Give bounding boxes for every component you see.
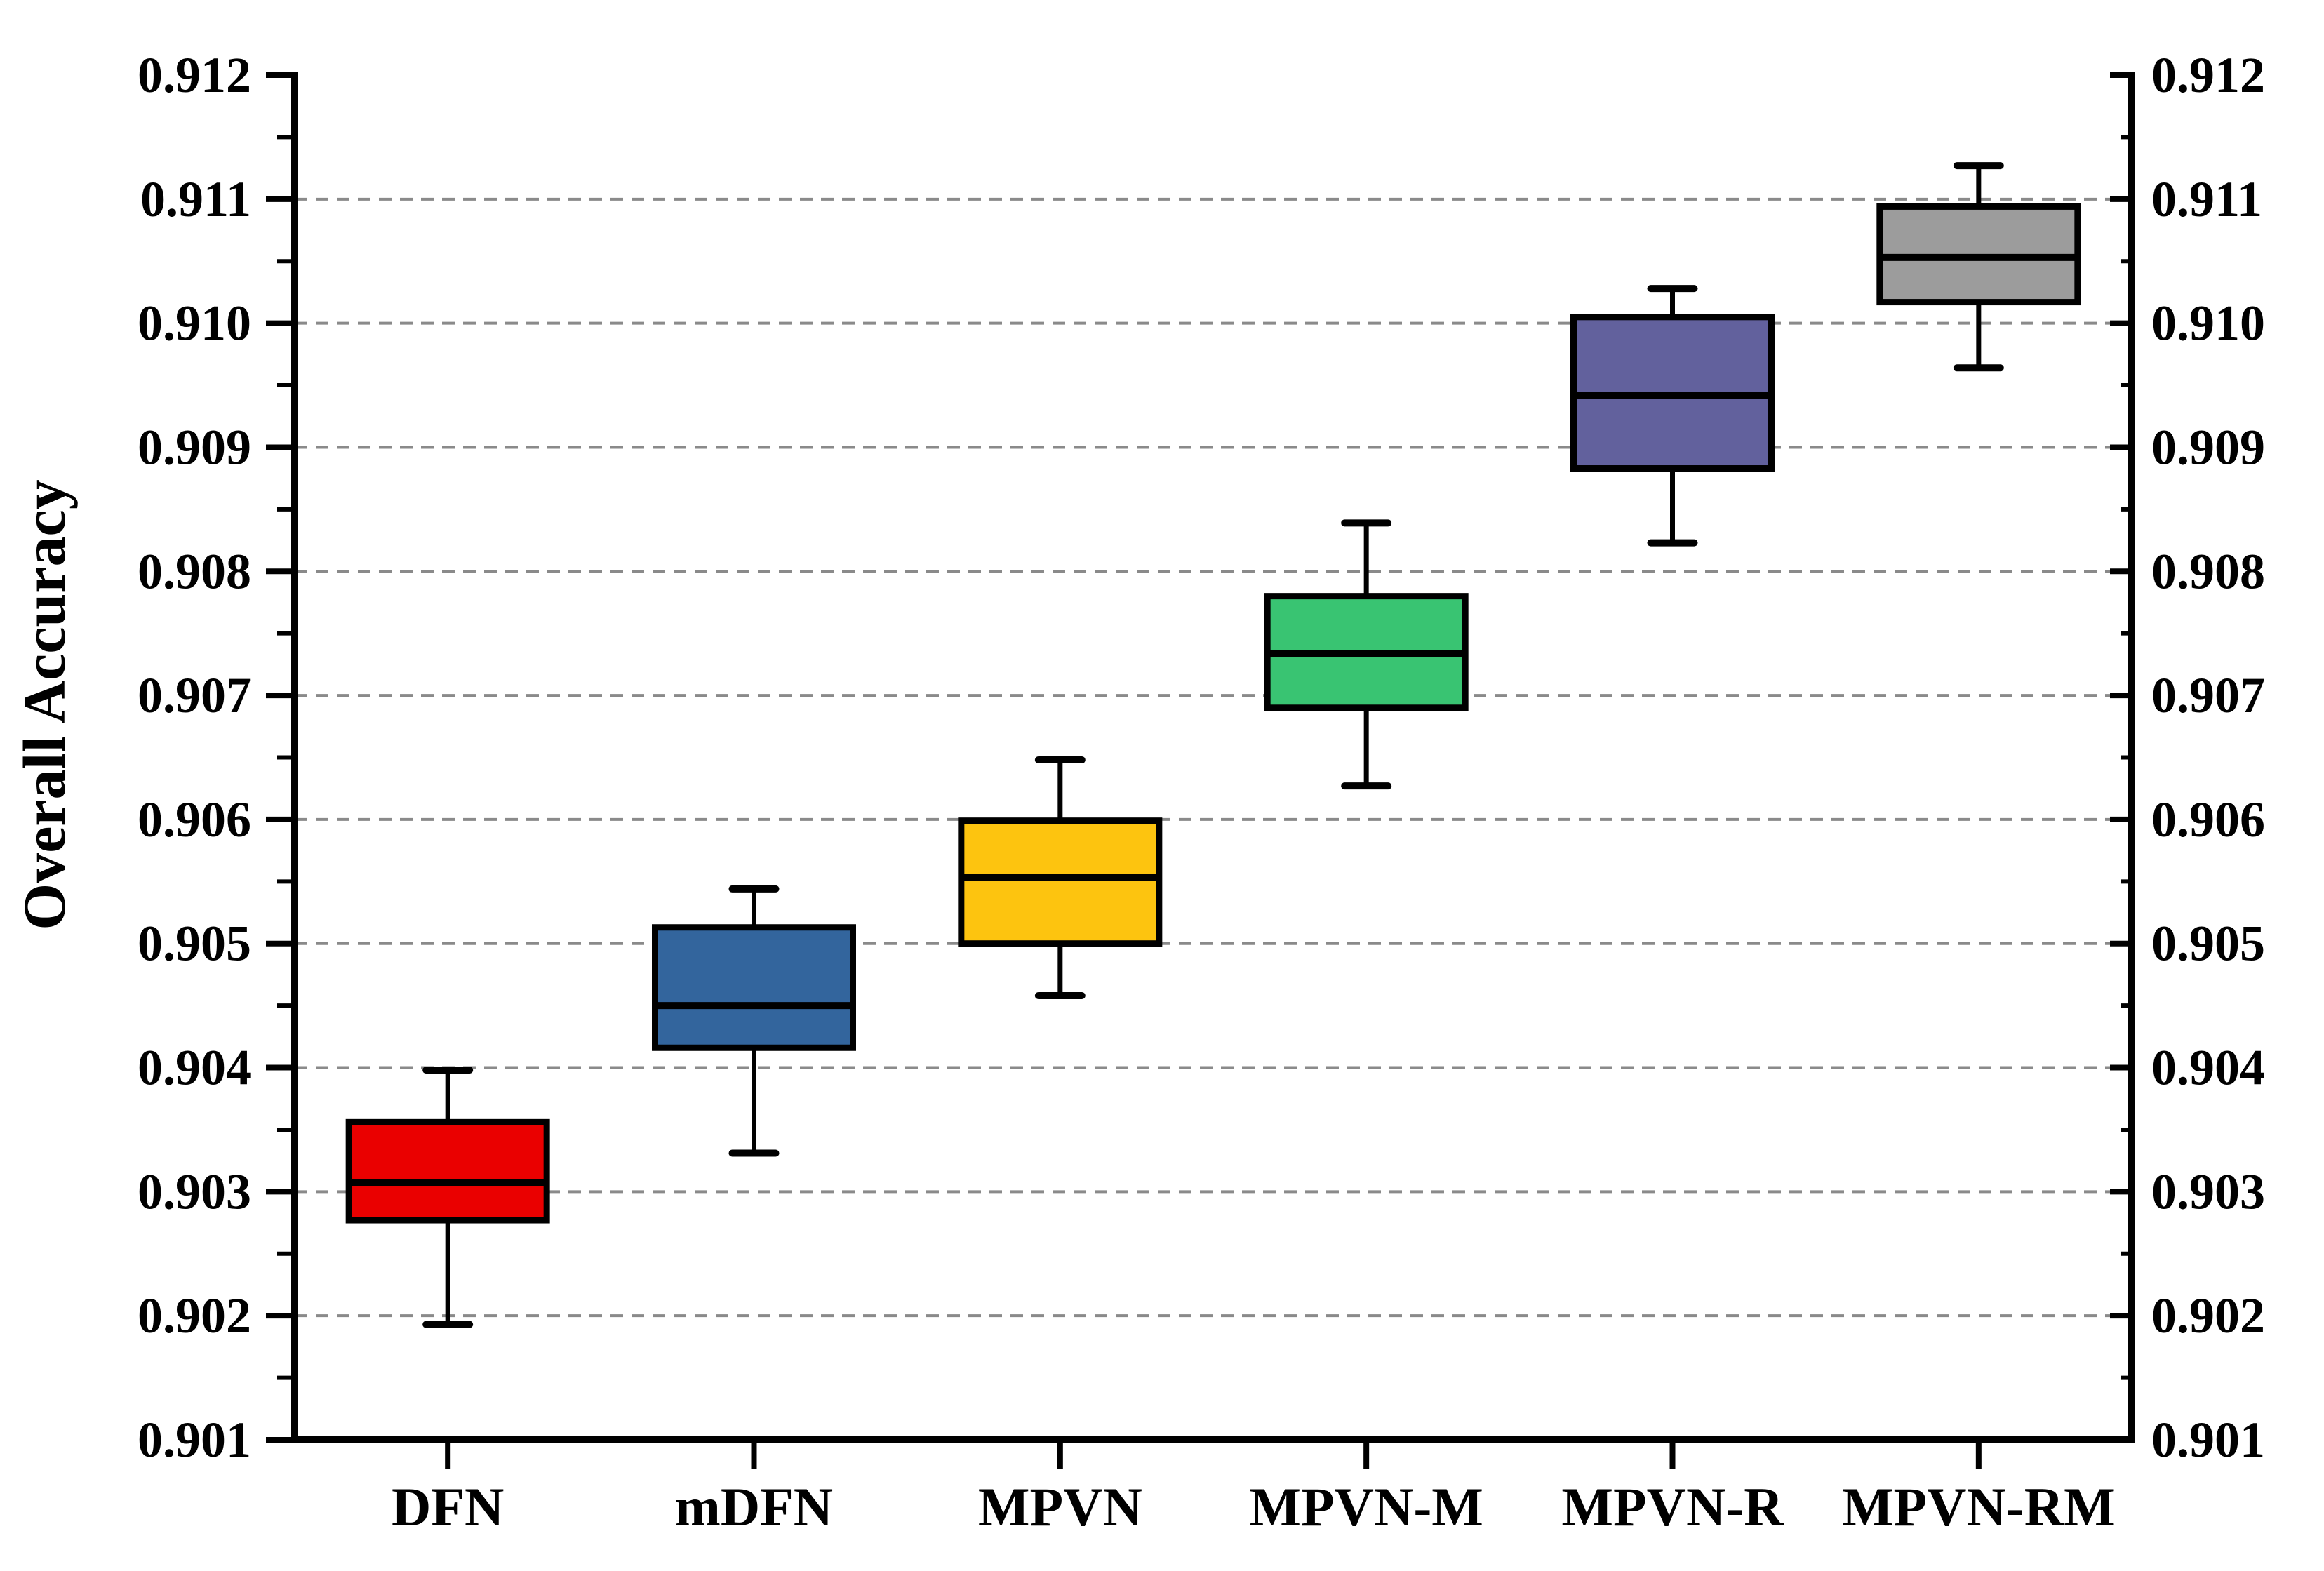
left-ytick-label: 0.912 xyxy=(138,47,251,103)
right-ytick-label: 0.905 xyxy=(2151,916,2265,972)
xtick-label-MPVN-R: MPVN-R xyxy=(1561,1476,1784,1537)
left-ytick-label: 0.908 xyxy=(138,543,251,599)
left-ytick-label: 0.909 xyxy=(138,419,251,475)
xtick-label-MPVN-M: MPVN-M xyxy=(1249,1476,1483,1537)
left-ytick-label: 0.905 xyxy=(138,916,251,972)
left-ytick-label: 0.910 xyxy=(138,295,251,352)
box-group-MPVN xyxy=(958,756,1163,999)
right-ytick-label: 0.909 xyxy=(2151,419,2265,475)
left-ytick-label: 0.907 xyxy=(138,667,251,723)
xtick-label-mDFN: mDFN xyxy=(675,1476,833,1537)
iqr-box xyxy=(652,924,856,1051)
box-group-DFN xyxy=(345,1067,550,1328)
box-group-mDFN xyxy=(652,885,856,1157)
right-ytick-label: 0.912 xyxy=(2151,47,2265,103)
right-ytick-label: 0.901 xyxy=(2151,1412,2265,1468)
right-ytick-label: 0.907 xyxy=(2151,667,2265,723)
left-ytick-label: 0.901 xyxy=(138,1412,251,1468)
left-ytick-label: 0.904 xyxy=(138,1040,251,1096)
iqr-box xyxy=(345,1118,550,1224)
box-group-MPVN-RM xyxy=(1876,162,2081,372)
left-ytick-label: 0.906 xyxy=(138,791,251,848)
xtick-label-DFN: DFN xyxy=(392,1476,504,1537)
right-ytick-label: 0.904 xyxy=(2151,1040,2265,1096)
xtick-label-MPVN: MPVN xyxy=(978,1476,1142,1537)
left-ytick-label: 0.903 xyxy=(138,1163,251,1219)
right-ytick-label: 0.906 xyxy=(2151,791,2265,848)
xtick-label-MPVN-RM: MPVN-RM xyxy=(1842,1476,2116,1537)
iqr-box xyxy=(958,817,1163,947)
right-ytick-label: 0.908 xyxy=(2151,543,2265,599)
y-axis-title: Overall Accuracy xyxy=(11,479,78,930)
right-ytick-label: 0.911 xyxy=(2151,171,2262,227)
box-group-MPVN-R xyxy=(1570,285,1775,547)
right-ytick-label: 0.903 xyxy=(2151,1163,2265,1219)
right-ytick-label: 0.910 xyxy=(2151,295,2265,352)
left-ytick-label: 0.911 xyxy=(140,171,251,227)
left-ytick-label: 0.902 xyxy=(138,1288,251,1344)
box-group-MPVN-M xyxy=(1264,519,1469,790)
right-ytick-label: 0.902 xyxy=(2151,1288,2265,1344)
